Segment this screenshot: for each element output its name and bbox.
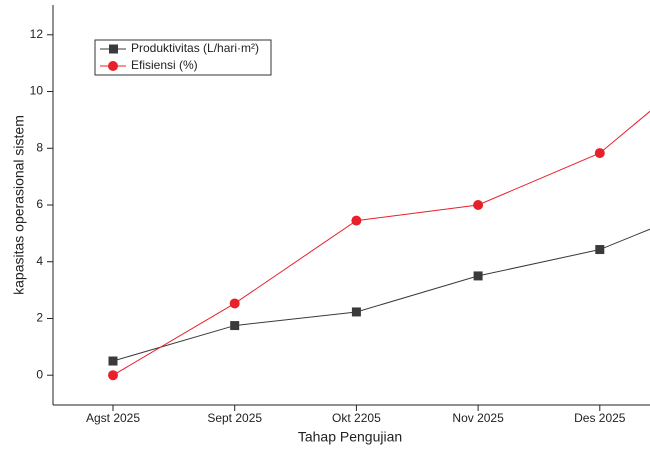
legend-marker bbox=[109, 44, 118, 54]
data-point bbox=[594, 148, 605, 159]
series-line bbox=[112, 110, 650, 376]
data-point bbox=[473, 271, 483, 281]
legend-label: Efisiensi (%) bbox=[131, 58, 198, 72]
x-tick-label: Des 2025 bbox=[574, 411, 626, 425]
legend-marker bbox=[108, 61, 118, 71]
data-point bbox=[108, 370, 118, 381]
data-point bbox=[230, 321, 240, 331]
legend-box bbox=[94, 39, 272, 76]
legend-label: Produktivitas (L/hari·m²) bbox=[131, 41, 259, 55]
x-tick-label: Agst 2025 bbox=[86, 411, 140, 425]
y-tick-label: 4 bbox=[36, 254, 43, 268]
x-tick-label: Sept 2025 bbox=[207, 411, 262, 425]
y-tick-label: 2 bbox=[36, 311, 43, 325]
plot-area bbox=[108, 110, 650, 381]
data-point bbox=[229, 298, 240, 309]
series-line bbox=[112, 228, 650, 362]
data-point bbox=[595, 245, 605, 255]
x-tick-label: Nov 2025 bbox=[452, 411, 504, 425]
x-axis-title: Tahap Pengujian bbox=[298, 429, 402, 445]
data-point bbox=[351, 215, 362, 226]
y-axis-title: kapasitas operasional sistem bbox=[11, 115, 27, 295]
data-point bbox=[108, 356, 118, 366]
data-point bbox=[351, 307, 361, 317]
y-tick-label: 0 bbox=[36, 367, 43, 381]
y-tick-label: 10 bbox=[30, 84, 44, 98]
x-tick-label: Okt 2205 bbox=[332, 411, 381, 425]
y-tick-label: 6 bbox=[36, 197, 43, 211]
y-tick-label: 8 bbox=[36, 140, 43, 154]
y-tick-label: 12 bbox=[30, 27, 44, 41]
data-point bbox=[473, 200, 484, 210]
